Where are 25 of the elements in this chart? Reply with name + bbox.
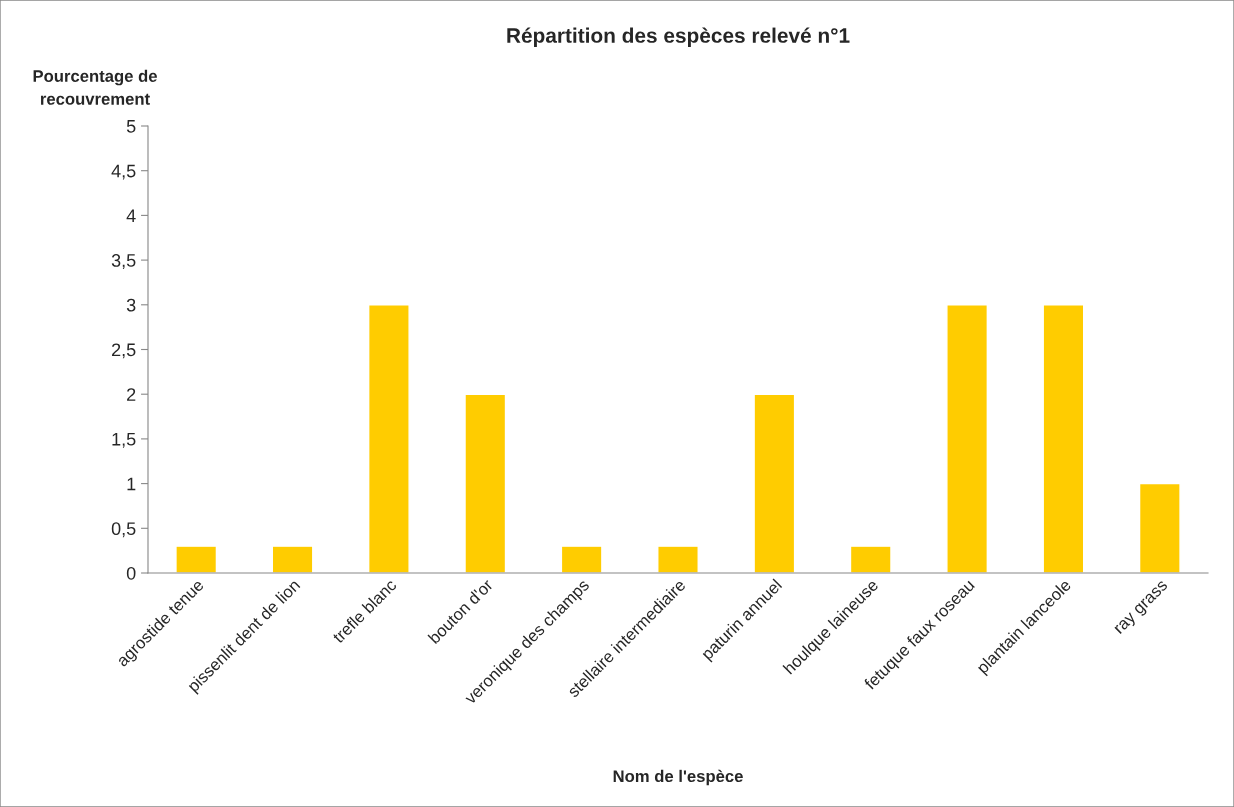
y-tick-label: 0 bbox=[126, 566, 136, 580]
bar bbox=[946, 304, 989, 573]
y-tick-label: 1,5 bbox=[112, 433, 136, 448]
x-axis-title: Nom de l'espèce bbox=[613, 769, 743, 786]
y-tick-label: 4,5 bbox=[111, 164, 136, 180]
bar bbox=[175, 545, 218, 573]
y-tick-label: 1 bbox=[127, 477, 136, 491]
bar bbox=[849, 545, 892, 573]
bar bbox=[1138, 482, 1181, 573]
y-tick-label: 2,5 bbox=[112, 343, 136, 359]
y-tick-label: 3 bbox=[126, 298, 136, 312]
bar bbox=[560, 545, 603, 573]
bar bbox=[657, 545, 699, 573]
bar bbox=[464, 393, 507, 573]
y-tick-label: 2 bbox=[127, 388, 136, 401]
y-tick-label: 4 bbox=[126, 209, 136, 222]
bar bbox=[367, 304, 410, 573]
y-tick-label: 3,5 bbox=[111, 254, 136, 269]
y-tick-label: 0,5 bbox=[111, 522, 136, 538]
y-axis-title: Pourcentage de recouvrement bbox=[33, 69, 157, 105]
bar bbox=[271, 545, 314, 573]
bar bbox=[753, 393, 796, 573]
chart-title: Répartition des espèces relevé n°1 bbox=[507, 27, 850, 47]
bar bbox=[1042, 304, 1085, 573]
y-tick-label: 5 bbox=[126, 120, 136, 133]
